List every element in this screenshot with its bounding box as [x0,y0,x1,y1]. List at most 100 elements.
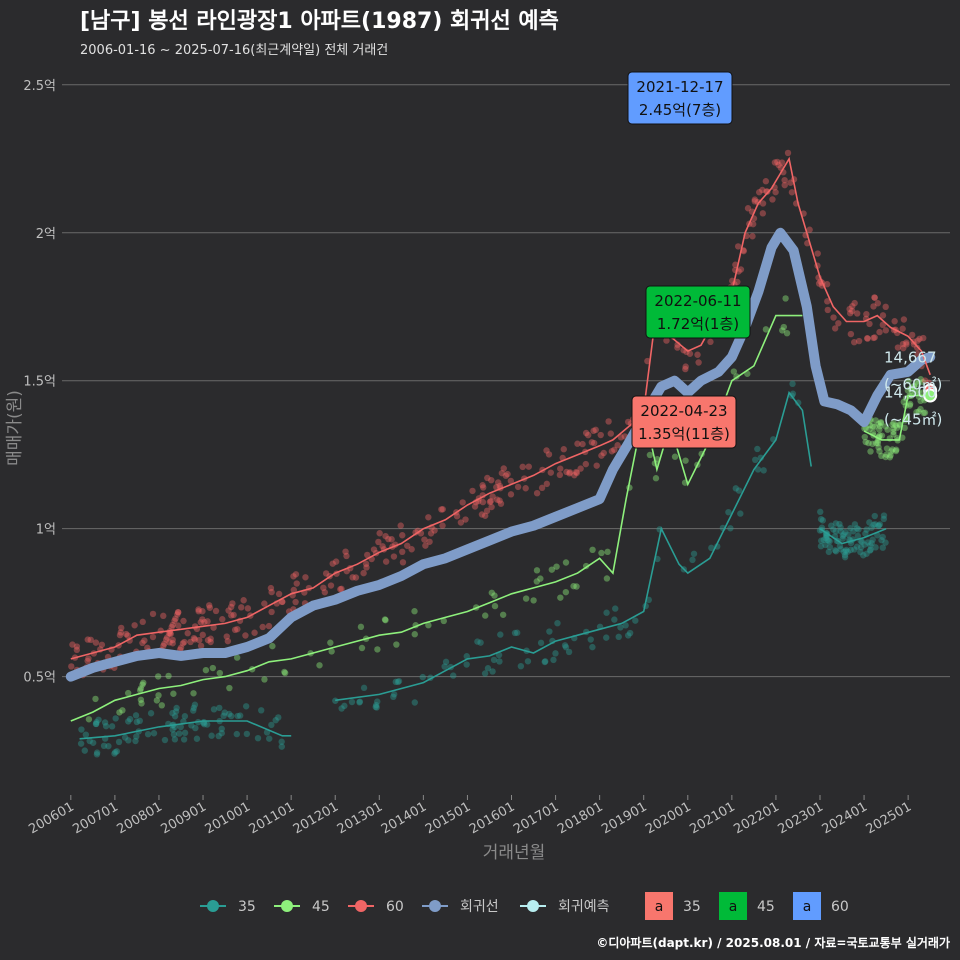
scatter-point [338,585,345,593]
scatter-point [92,720,100,728]
scatter-point [826,538,833,545]
scatter-point [690,550,698,557]
scatter-point [181,729,189,737]
scatter-point [593,462,600,469]
scatter-point [206,604,214,611]
scatter-point [570,582,577,590]
scatter-point [537,639,545,647]
scatter-point [349,574,356,581]
scatter-point [181,638,188,646]
scatter-point [592,426,599,434]
scatter-point [868,539,875,547]
scatter-point [876,448,883,455]
scatter-point [379,543,386,550]
scatter-point [759,186,766,194]
scatter-point [328,648,335,655]
scatter-point [906,402,914,409]
scatter-point [373,704,380,711]
scatter-point [846,305,853,313]
scatter-point [820,536,827,544]
scatter-point [124,689,132,697]
scatter-point [116,709,123,716]
scatter-point [517,662,525,670]
scatter-point [871,294,878,301]
scatter-point [541,658,548,666]
scatter-point [860,552,867,559]
y-tick-label: 2.5억 [23,79,56,94]
scatter-point [169,636,176,644]
scatter-point [507,491,515,498]
credit: ©디아파트(dapt.kr) / 2025.08.01 / 자료=국토교통부 실… [596,935,950,950]
scatter-point [822,541,829,549]
scatter-point [216,704,223,712]
scatter-point [840,548,848,556]
legend-dot [281,900,293,912]
scatter-point [216,669,224,677]
x-axis-title: 거래년월 [483,843,546,863]
scatter-point [397,522,404,529]
scatter-point [73,643,81,650]
scatter-point [749,220,757,228]
scatter-point [119,707,126,714]
scatter-point [566,469,574,476]
scatter-point [197,642,205,650]
x-tick-label: 201001 [203,799,253,837]
scatter-point [89,739,97,746]
scatter-point [877,418,885,426]
x-tick-label: 201601 [467,799,517,837]
scatter-point [842,529,849,536]
scatter-point [525,463,532,470]
scatter-point [597,431,604,439]
scatter-point [131,622,138,629]
scatter-point [624,632,632,639]
scatter-point [903,339,910,346]
scatter-point [913,408,920,416]
scatter-point [233,730,241,738]
series-line-35 [819,527,887,545]
forecast-points: 14,667 (~60㎡)14,500 (~45㎡) [884,349,942,429]
scatter-point [221,709,228,716]
scatter-point [479,498,487,506]
scatter-point [905,377,912,385]
scatter-point [866,547,874,554]
scatter-point [863,310,870,318]
scatter-point [573,469,581,477]
scatter-point [372,703,379,711]
scatter-point [360,569,367,577]
scatter-point [376,530,383,537]
y-tick-label: 1억 [36,523,56,538]
scatter-point [883,451,890,458]
scatter-point [158,702,166,709]
x-tick-label: 201501 [423,799,473,837]
scatter-point [603,609,610,616]
scatter-point [82,731,90,738]
annotation-price: 2.45억(7층) [639,101,721,119]
scatter-point [251,629,258,636]
scatter-point [399,559,407,566]
scatter-point [507,477,515,485]
scatter-point [889,421,896,428]
scatter-point [225,710,233,718]
scatter-point [876,521,884,528]
scatter-point [890,431,897,438]
scatter-point [837,528,844,535]
end-label-value: 14,500 [884,384,937,402]
scatter-point [188,722,195,729]
scatter-point [863,550,870,557]
scatter-point [910,382,918,390]
scatter-point [196,636,203,644]
scatter-point [906,400,914,408]
scatter-point [566,470,573,477]
scatter-point [920,409,927,417]
scatter-point [414,527,421,535]
scatter-point [497,500,505,507]
scatter-point [557,465,564,472]
scatter-points [68,149,932,758]
scatter-point [292,598,299,606]
scatter-point [69,641,76,648]
scatter-point [275,714,282,721]
scatter-point [233,654,241,661]
scatter-point [138,700,145,707]
scatter-point [393,641,400,648]
scatter-point [293,580,300,587]
